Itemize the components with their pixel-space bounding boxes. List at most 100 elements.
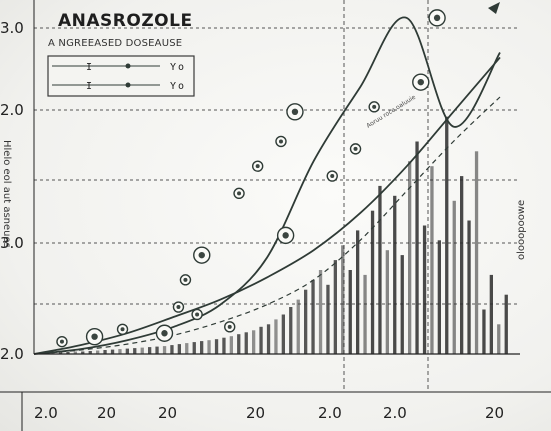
chart-title: ANASROZOLE <box>58 11 193 31</box>
bar <box>259 326 263 354</box>
bar <box>177 344 181 354</box>
bar <box>185 343 189 354</box>
bar <box>244 332 248 354</box>
bar <box>304 289 308 354</box>
bar <box>452 200 456 354</box>
bar <box>408 161 412 354</box>
bar <box>133 348 137 354</box>
y-axis-label-right: olooopoowe <box>516 200 527 260</box>
bar <box>489 274 493 354</box>
marker <box>412 73 430 91</box>
bar <box>148 347 152 354</box>
markers <box>56 9 446 348</box>
marker <box>85 328 104 346</box>
marker-dot <box>227 324 232 329</box>
marker-dot <box>372 104 377 109</box>
bar <box>341 245 345 354</box>
marker-dot <box>237 191 242 196</box>
marker <box>251 160 264 172</box>
marker <box>326 170 338 182</box>
bar <box>497 324 501 354</box>
x-tick-label: 20 <box>246 404 265 422</box>
x-tick-label: 2.0 <box>34 404 58 422</box>
bar <box>474 151 479 354</box>
x-tick-label: 20 <box>485 404 504 422</box>
bar <box>370 210 375 354</box>
marker <box>191 308 203 321</box>
line-series <box>33 2 501 355</box>
legend-marker <box>125 63 131 69</box>
x-tick-label: 20 <box>158 404 177 422</box>
tick-labels: 3.0 2.0 3.0 2.0 2.0 20 20 20 2.0 2.0 20 <box>0 19 504 422</box>
series-line-dashed <box>33 96 501 355</box>
bar <box>162 346 167 354</box>
bar <box>110 349 115 354</box>
marker <box>172 301 185 313</box>
legend-suffix: o <box>178 62 184 73</box>
bar <box>289 307 293 354</box>
bar <box>207 340 211 354</box>
bar <box>460 176 464 354</box>
bar <box>155 346 159 354</box>
bar <box>430 166 434 354</box>
marker <box>193 246 211 264</box>
bar <box>103 350 107 354</box>
marker <box>233 187 245 200</box>
bar <box>118 349 122 354</box>
legend-right-label: Y <box>170 62 176 73</box>
bar <box>266 324 271 354</box>
bar <box>229 336 233 354</box>
legend-suffix: o <box>178 81 184 92</box>
bar <box>192 342 196 354</box>
marker <box>179 274 192 286</box>
bar <box>214 339 219 354</box>
marker-dot <box>255 164 260 169</box>
marker <box>155 324 174 342</box>
x-tick-label: 2.0 <box>318 404 342 422</box>
bar <box>170 345 174 354</box>
bar <box>393 195 397 354</box>
marker-dot <box>433 14 441 22</box>
bar <box>363 274 367 354</box>
marker-dot <box>183 277 188 282</box>
bar <box>311 279 315 354</box>
bar <box>482 309 486 354</box>
marker-dot <box>198 251 205 259</box>
x-tick-label: 20 <box>97 404 116 422</box>
marker <box>349 143 362 155</box>
series-line-curve <box>33 56 501 355</box>
bar <box>467 220 471 354</box>
chart-subtitle: A NGREEASED DOSEAUSE <box>48 38 182 49</box>
bar <box>348 270 352 354</box>
bar <box>66 352 70 354</box>
marker-dot <box>330 174 335 179</box>
marker <box>286 103 304 121</box>
bar <box>333 260 337 354</box>
marker-dot <box>59 339 64 344</box>
bar <box>58 352 63 354</box>
marker-dot <box>176 305 181 310</box>
bar <box>400 255 404 354</box>
bar <box>415 141 419 354</box>
bar <box>81 351 85 354</box>
legend-marker <box>125 82 131 88</box>
marker-dot <box>282 232 289 239</box>
bar <box>296 299 300 354</box>
series-line-peak <box>33 16 501 355</box>
bar <box>445 116 449 354</box>
bar <box>422 225 427 354</box>
bar <box>200 341 204 354</box>
bar <box>274 319 278 354</box>
marker-dot <box>91 333 98 340</box>
marker <box>276 226 295 245</box>
bar <box>140 347 144 354</box>
y-tick-label: 2.0 <box>0 101 24 119</box>
bar <box>281 314 285 354</box>
y-tick-label: 3.0 <box>0 19 24 37</box>
arrowhead <box>488 2 500 14</box>
legend-right-label: Y <box>170 81 176 92</box>
y-tick-label: 2.0 <box>0 345 24 363</box>
marker-dot <box>195 312 200 317</box>
